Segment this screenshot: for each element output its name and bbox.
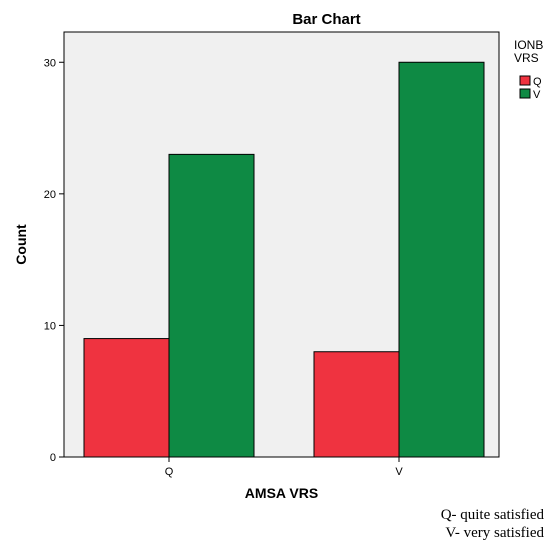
y-tick-label: 20 [44,189,56,201]
bar-q-q [83,338,170,458]
legend-swatch-v [519,88,531,99]
y-tick-label: 30 [44,57,56,69]
x-tick-label: Q [165,466,174,478]
legend-title: VRS [514,51,539,65]
legend-title: IONB [514,38,543,52]
bar-v-v [398,61,485,458]
x-tick-label: V [395,466,403,478]
legend-swatch-q [519,75,531,86]
bar-q-v [168,153,255,458]
footnote-v: V- very satisfied [445,525,544,541]
footnote-q: Q- quite satisfied [440,507,544,523]
y-tick-label: 10 [44,320,56,332]
y-tick-label: 0 [50,452,56,464]
x-axis-label: AMSA VRS [245,485,318,500]
chart-title: Bar Chart [292,11,360,28]
bar-v-q [313,351,400,458]
legend-label-q: Q [533,76,542,88]
legend-label-v: V [533,89,541,101]
y-axis-label: Count [13,224,29,265]
